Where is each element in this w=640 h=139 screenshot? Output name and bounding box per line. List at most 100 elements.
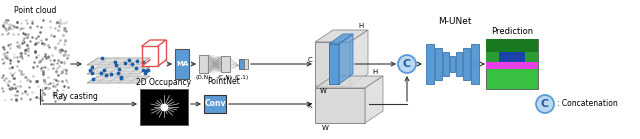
Point: [14, 46, 24, 48]
Point: [52, 98, 63, 100]
Point: [12, 94, 22, 96]
Point: [54, 60, 65, 62]
Polygon shape: [365, 76, 383, 123]
Point: [59, 34, 69, 37]
Point: [31, 96, 42, 98]
Point: [60, 50, 70, 52]
Point: [35, 26, 45, 28]
Point: [16, 51, 26, 54]
Point: [27, 19, 37, 22]
Point: [60, 69, 70, 71]
Point: [51, 22, 61, 24]
Point: [4, 26, 14, 28]
Point: [50, 85, 60, 87]
Point: [7, 74, 17, 77]
Point: [3, 31, 13, 34]
Point: [32, 80, 42, 82]
Point: [12, 41, 22, 43]
Point: [50, 100, 60, 102]
Point: [41, 86, 51, 88]
Point: [33, 41, 44, 44]
Polygon shape: [329, 34, 353, 44]
Point: [58, 89, 68, 91]
Point: [11, 98, 21, 100]
FancyBboxPatch shape: [244, 59, 248, 69]
Point: [21, 36, 31, 39]
Point: [19, 40, 29, 43]
Point: [20, 76, 31, 79]
Point: [132, 60, 142, 63]
Point: [0, 21, 9, 23]
Point: [59, 22, 69, 24]
Point: [39, 93, 49, 95]
Point: [84, 69, 95, 71]
Point: [15, 70, 26, 72]
FancyBboxPatch shape: [426, 44, 434, 84]
Text: H: H: [372, 69, 378, 75]
Point: [0, 52, 9, 54]
Point: [3, 19, 13, 21]
Point: [49, 93, 59, 95]
Point: [10, 99, 20, 101]
Point: [38, 80, 49, 82]
Point: [0, 33, 8, 35]
Point: [4, 27, 15, 29]
FancyBboxPatch shape: [199, 55, 208, 73]
Point: [49, 78, 60, 80]
Point: [51, 70, 61, 73]
Point: [111, 64, 121, 66]
FancyBboxPatch shape: [450, 56, 455, 72]
Point: [6, 66, 17, 68]
Point: [21, 48, 31, 50]
Point: [1, 77, 11, 79]
Point: [1, 22, 12, 24]
Point: [43, 87, 53, 90]
Point: [23, 49, 33, 52]
Point: [60, 27, 70, 29]
Point: [10, 86, 20, 89]
Point: [40, 55, 51, 57]
Point: [20, 90, 30, 93]
Point: [7, 87, 17, 89]
Point: [17, 57, 27, 59]
Point: [45, 20, 55, 22]
Point: [44, 82, 54, 85]
Point: [31, 56, 41, 59]
Point: [45, 59, 55, 61]
Point: [49, 59, 60, 61]
Point: [9, 76, 19, 79]
Point: [37, 88, 47, 91]
Circle shape: [398, 55, 416, 73]
Point: [0, 98, 10, 101]
Bar: [486, 39, 538, 61]
Text: (D,N): (D,N): [195, 75, 211, 80]
Polygon shape: [87, 67, 150, 74]
Polygon shape: [339, 34, 353, 84]
FancyBboxPatch shape: [175, 49, 189, 79]
Point: [1, 29, 11, 31]
Point: [25, 27, 35, 29]
Point: [59, 97, 69, 99]
Point: [33, 85, 44, 87]
Point: [15, 55, 26, 58]
Point: [60, 39, 70, 42]
Point: [36, 96, 46, 98]
FancyBboxPatch shape: [463, 48, 470, 80]
Point: [45, 26, 55, 28]
Point: [53, 59, 63, 62]
Point: [0, 77, 10, 79]
Point: [9, 72, 19, 74]
Point: [38, 93, 49, 95]
Point: [22, 44, 33, 46]
Point: [5, 87, 15, 90]
Text: M-UNet: M-UNet: [438, 17, 472, 26]
Point: [19, 39, 29, 41]
Point: [31, 65, 42, 67]
Point: [30, 50, 40, 52]
Point: [1, 20, 11, 23]
Point: [22, 22, 32, 24]
Point: [14, 46, 24, 48]
Point: [38, 70, 48, 72]
Point: [7, 28, 17, 30]
Point: [33, 35, 43, 37]
